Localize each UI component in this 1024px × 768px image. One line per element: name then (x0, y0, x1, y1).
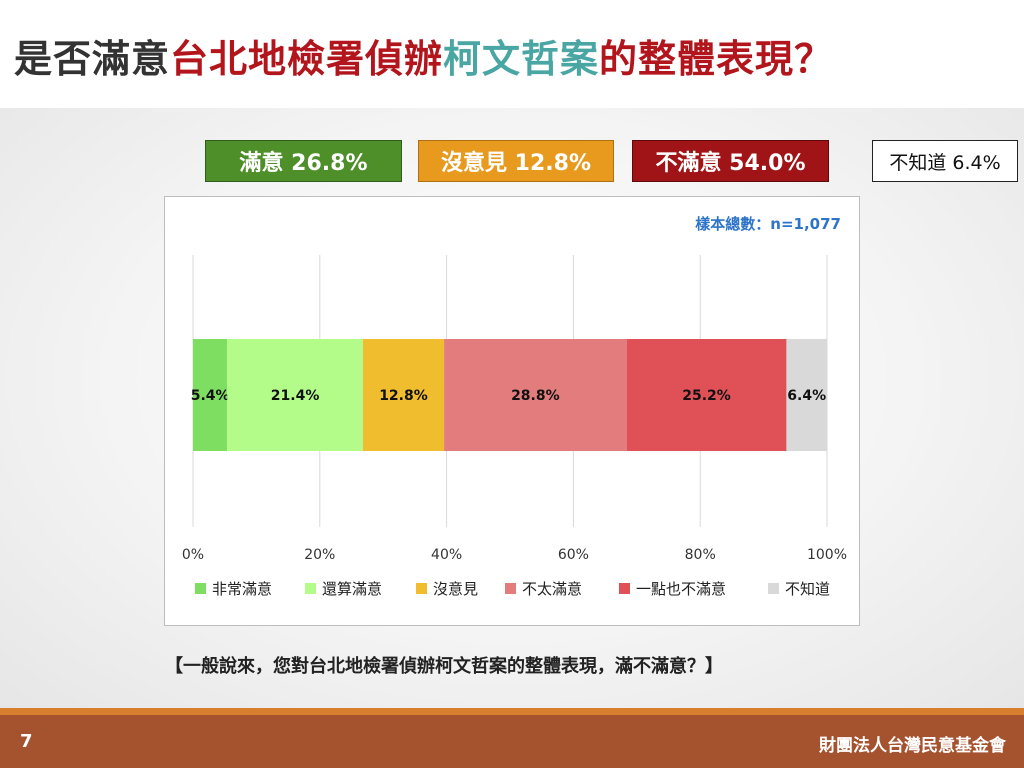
legend-swatch (505, 583, 516, 594)
bar-segment (193, 339, 228, 451)
summary-dissatisfied: 不滿意 54.0% (632, 140, 829, 182)
bar-segment (786, 339, 827, 451)
title-part-4: 的整體表現 (599, 37, 795, 81)
x-tick-label: 40% (431, 547, 462, 563)
data-label: 25.2% (682, 388, 731, 404)
bar-segment (362, 339, 445, 451)
data-label: 12.8% (379, 388, 428, 404)
x-tick-label: 100% (807, 547, 847, 563)
legend-label: 一點也不滿意 (636, 580, 726, 598)
bar-segment (227, 339, 363, 451)
title-bar: 是否滿意台北地檢署偵辦柯文哲案的整體表現？ (0, 0, 1024, 108)
title-part-3: 柯文哲案 (443, 37, 600, 81)
x-tick-label: 80% (685, 547, 716, 563)
data-label: 21.4% (271, 388, 320, 404)
slide-title: 是否滿意台北地檢署偵辦柯文哲案的整體表現？ (14, 28, 833, 83)
legend-label: 沒意見 (433, 580, 478, 598)
x-tick-label: 20% (304, 547, 335, 563)
x-tick-label: 60% (558, 547, 589, 563)
title-part-5: ？ (794, 37, 834, 81)
legend-swatch (416, 583, 427, 594)
legend-label: 還算滿意 (322, 580, 382, 598)
legend-label: 非常滿意 (212, 580, 272, 598)
stacked-bar-chart: 0% 20% 40% 60% 80% 100% 5.4% 21.4% 12.8% 28.8% 25.… (182, 255, 847, 598)
bar-segment (444, 339, 627, 451)
title-part-1: 是否滿意 (14, 37, 171, 81)
summary-dont-know: 不知道 6.4% (872, 140, 1018, 182)
organization-name: 財團法人台灣民意基金會 (819, 736, 1006, 756)
legend-label: 不太滿意 (522, 580, 582, 598)
page-number: 7 (20, 731, 33, 752)
legend-swatch (305, 583, 316, 594)
legend-swatch (619, 583, 630, 594)
bar-segment (626, 339, 787, 451)
chart-frame: 樣本總數：n=1,077 0% 20% 40% 60% 80% 100% 5.4% 21.4%… (164, 196, 860, 626)
sample-size-note: 樣本總數：n=1,077 (695, 215, 841, 233)
footer-stripe (0, 708, 1024, 715)
data-label: 6.4% (787, 388, 826, 404)
data-label: 28.8% (511, 388, 560, 404)
data-label: 5.4% (191, 388, 230, 404)
legend-swatch (195, 583, 206, 594)
title-part-2: 台北地檢署偵辦 (170, 37, 444, 81)
summary-satisfied: 滿意 26.8% (205, 140, 402, 182)
legend-label: 不知道 (785, 580, 830, 598)
footer-bar: 7 財團法人台灣民意基金會 (0, 715, 1024, 768)
x-tick-label: 0% (182, 547, 204, 563)
survey-question: 【一般說來，您對台北地檢署偵辦柯文哲案的整體表現，滿不滿意？】 (165, 656, 723, 677)
summary-no-opinion: 沒意見 12.8% (418, 140, 614, 182)
legend-swatch (768, 583, 779, 594)
